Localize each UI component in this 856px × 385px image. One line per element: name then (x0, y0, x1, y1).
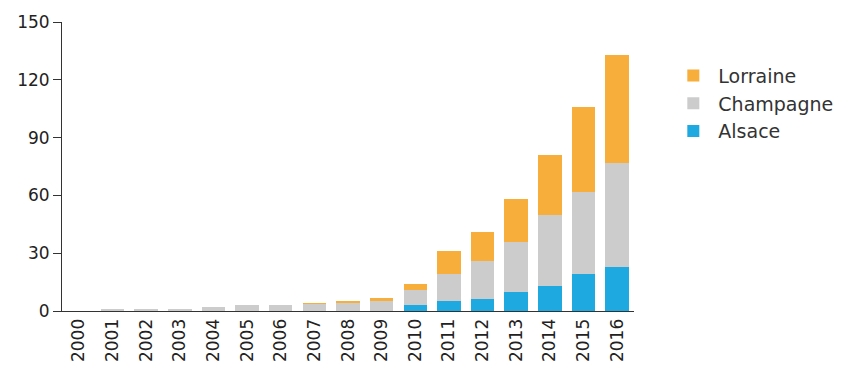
svg-text:0: 0 (39, 301, 50, 321)
svg-text:2014: 2014 (539, 319, 559, 362)
svg-text:90: 90 (28, 128, 50, 148)
svg-text:2016: 2016 (607, 319, 627, 362)
svg-text:2002: 2002 (136, 319, 156, 362)
svg-text:60: 60 (28, 185, 50, 205)
svg-text:2009: 2009 (371, 319, 391, 362)
svg-text:2001: 2001 (102, 319, 122, 362)
svg-text:Alsace: Alsace (718, 120, 780, 142)
svg-text:2003: 2003 (169, 319, 189, 362)
svg-text:2006: 2006 (270, 319, 290, 362)
svg-text:2000: 2000 (68, 319, 88, 362)
svg-text:30: 30 (28, 243, 50, 263)
svg-text:2011: 2011 (438, 319, 458, 362)
svg-text:Lorraine: Lorraine (718, 65, 796, 87)
svg-text:150: 150 (17, 12, 49, 32)
svg-text:2012: 2012 (472, 319, 492, 362)
svg-text:2007: 2007 (304, 319, 324, 362)
svg-text:2005: 2005 (237, 319, 257, 362)
svg-text:2015: 2015 (573, 319, 593, 362)
svg-text:120: 120 (17, 70, 49, 90)
svg-text:2008: 2008 (338, 319, 358, 362)
svg-text:Champagne: Champagne (718, 93, 833, 115)
svg-text:2013: 2013 (506, 319, 526, 362)
svg-text:2004: 2004 (203, 319, 223, 362)
svg-text:2010: 2010 (405, 319, 425, 362)
